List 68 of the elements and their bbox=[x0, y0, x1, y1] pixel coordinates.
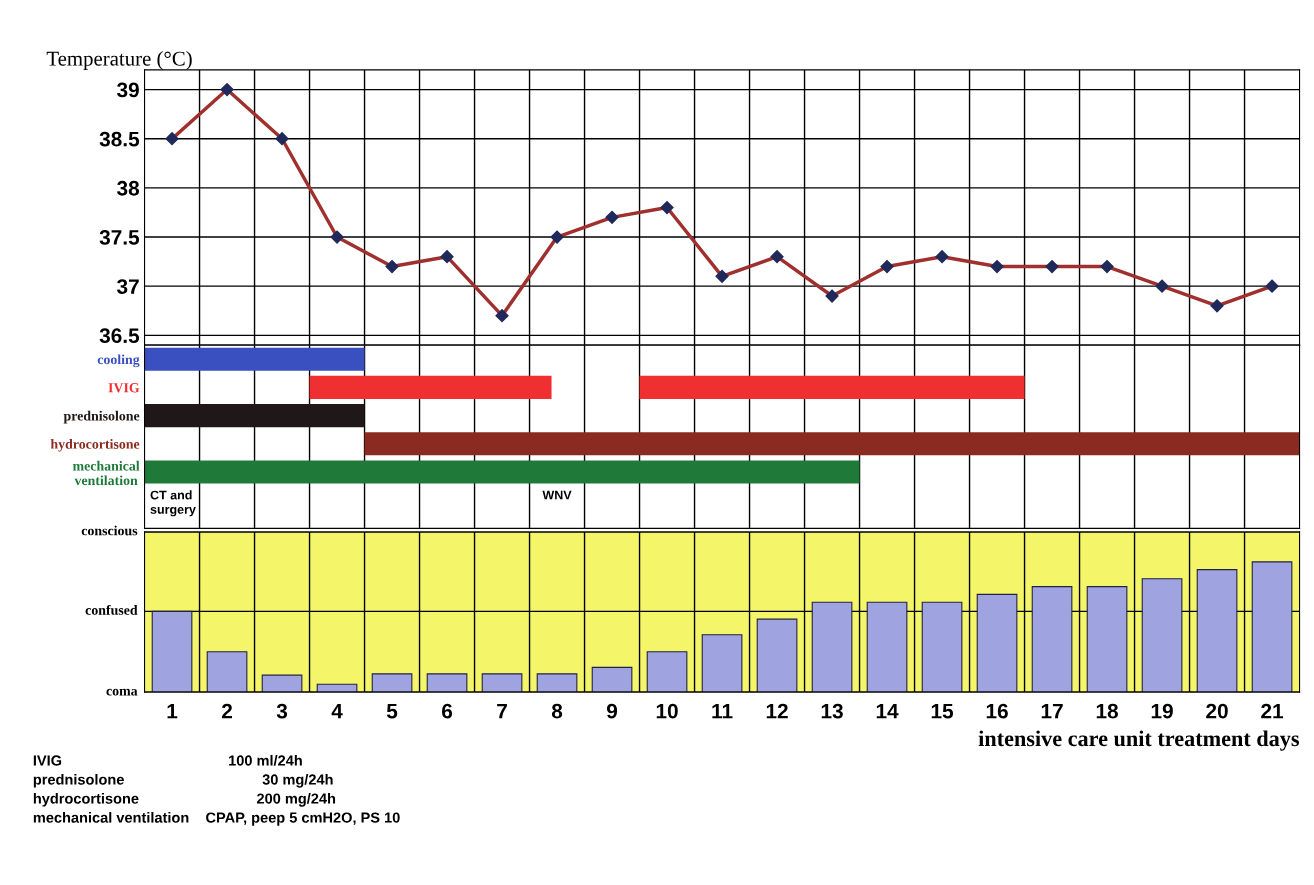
bar bbox=[976, 593, 1018, 693]
x-tick-label: 10 bbox=[656, 703, 678, 719]
y-tick-label: 37 bbox=[116, 279, 139, 294]
y-tick-label: cooling bbox=[97, 354, 140, 368]
bar bbox=[756, 618, 798, 693]
x-tick-label: 19 bbox=[1151, 703, 1173, 719]
text: hydrocortisone 200 mg/24h bbox=[33, 793, 336, 807]
bar bbox=[1031, 586, 1073, 693]
y-tick-label: 37.5 bbox=[99, 230, 140, 245]
x-tick-label: 12 bbox=[766, 703, 788, 719]
text: IVIG 100 ml/24h bbox=[33, 754, 302, 766]
y-tick-label: 38 bbox=[116, 180, 140, 196]
y-tick-label: hydrocortisone bbox=[50, 438, 140, 452]
x-axis-title: intensive care unit treatment days bbox=[978, 730, 1299, 751]
bar bbox=[921, 601, 963, 693]
y-axis-title: Temperature (°C) bbox=[46, 51, 192, 70]
bar bbox=[866, 601, 908, 693]
y-tick-label: prednisolone bbox=[63, 410, 140, 424]
bar bbox=[481, 673, 523, 693]
bar bbox=[591, 666, 633, 693]
bar bbox=[1251, 561, 1293, 693]
bar bbox=[1086, 586, 1128, 693]
x-tick-label: 20 bbox=[1206, 703, 1228, 719]
bar bbox=[426, 673, 468, 693]
x-tick-label: 16 bbox=[986, 703, 1008, 719]
x-tick-label: 5 bbox=[386, 703, 398, 719]
bar bbox=[1141, 578, 1183, 693]
bar bbox=[261, 674, 303, 693]
x-tick-label: 21 bbox=[1261, 703, 1284, 719]
ref-line-label: conscious bbox=[81, 525, 138, 536]
bar bbox=[1196, 569, 1238, 693]
bar bbox=[144, 347, 365, 371]
annotation: WNV bbox=[542, 490, 572, 500]
bar bbox=[639, 375, 1025, 399]
y-tick-label: 36.5 bbox=[99, 328, 140, 344]
x-tick-label: 1 bbox=[167, 703, 178, 719]
bar bbox=[536, 673, 578, 693]
x-tick-label: 3 bbox=[276, 703, 288, 719]
y-tick-label: 39 bbox=[116, 82, 139, 98]
x-tick-label: 4 bbox=[331, 703, 343, 719]
x-tick-label: 7 bbox=[497, 703, 507, 719]
annotation: CT and surgery bbox=[150, 490, 196, 517]
bar bbox=[144, 460, 860, 484]
x-tick-label: 2 bbox=[221, 703, 232, 719]
bar bbox=[144, 404, 365, 428]
text: mechanical ventilation CPAP, peep 5 cmH2O, PS 10 bbox=[33, 812, 400, 826]
x-tick-label: 15 bbox=[931, 703, 954, 719]
bar bbox=[206, 651, 248, 693]
x-tick-label: 13 bbox=[821, 703, 843, 719]
y-tick-label: 38.5 bbox=[99, 131, 140, 147]
bar bbox=[371, 673, 413, 693]
ref-line-label: coma bbox=[106, 688, 138, 696]
x-tick-label: 6 bbox=[442, 703, 453, 719]
text: prednisolone 30 mg/24h bbox=[33, 773, 333, 788]
x-tick-label: 14 bbox=[876, 703, 899, 719]
bar bbox=[646, 651, 688, 693]
y-tick-label: IVIG bbox=[108, 383, 140, 393]
bar bbox=[151, 610, 193, 693]
x-tick-label: 18 bbox=[1096, 703, 1118, 719]
x-tick-label: 11 bbox=[712, 703, 733, 719]
y-tick-label: mechanical ventilation bbox=[72, 460, 140, 486]
x-tick-label: 17 bbox=[1041, 703, 1063, 719]
ref-line-label: confused bbox=[85, 604, 138, 615]
bar bbox=[364, 432, 1300, 456]
bar bbox=[701, 634, 743, 693]
x-tick-label: 8 bbox=[551, 703, 563, 719]
x-tick-label: 9 bbox=[606, 703, 618, 719]
bar bbox=[811, 601, 853, 693]
